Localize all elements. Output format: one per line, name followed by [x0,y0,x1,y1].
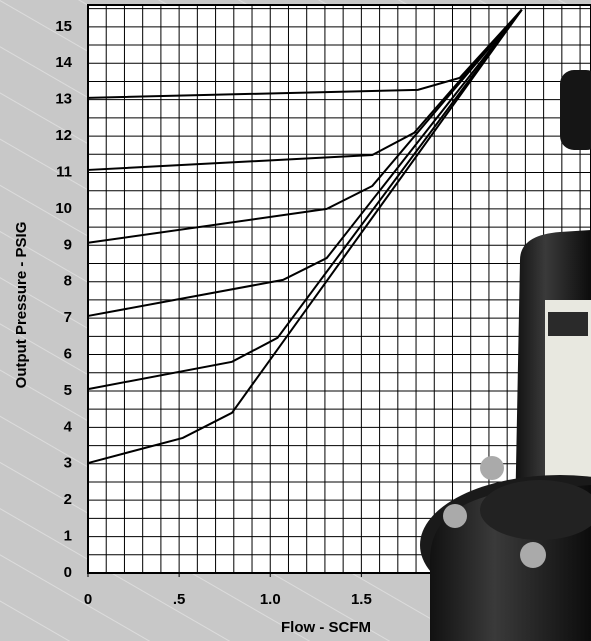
y-tick-label: 0 [64,564,72,581]
y-tick-label: 8 [64,273,72,290]
y-tick-label: 3 [64,455,72,472]
y-tick-label: 6 [64,346,72,363]
y-tick-label: 10 [55,200,72,217]
x-tick-label: 1.5 [351,591,372,608]
y-tick-label: 15 [55,18,72,35]
page: Flow - SCFM Output Pressure - PSIG 01234… [0,0,591,641]
y-tick-label: 9 [64,236,72,253]
y-tick-label: 12 [55,127,72,144]
y-axis-title: Output Pressure - PSIG [13,222,30,389]
x-axis-title: Flow - SCFM [281,619,371,636]
y-tick-label: 14 [55,54,72,71]
x-tick-label: 0 [84,591,92,608]
y-tick-label: 2 [64,491,72,508]
x-tick-label: .5 [173,591,186,608]
y-tick-label: 13 [55,91,72,108]
y-tick-label: 5 [64,382,72,399]
y-tick-label: 11 [56,163,72,180]
chart: Flow - SCFM Output Pressure - PSIG 01234… [0,0,591,641]
x-tick-label: 1.0 [260,591,281,608]
y-tick-label: 1 [64,528,72,545]
y-tick-label: 7 [64,309,72,326]
y-tick-label: 4 [64,418,73,435]
